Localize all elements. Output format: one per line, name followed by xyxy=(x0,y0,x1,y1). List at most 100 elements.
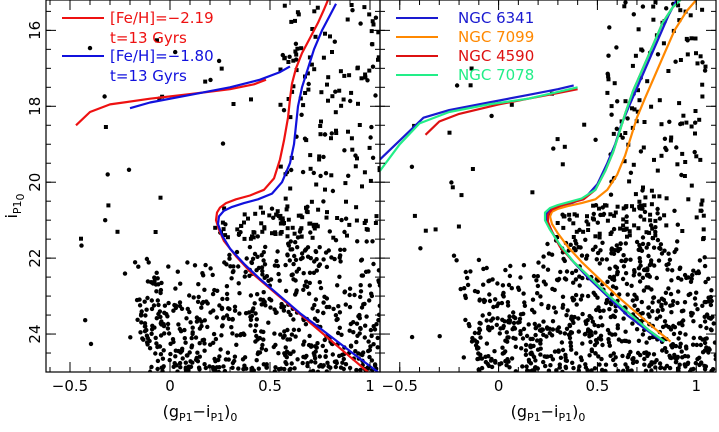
star-point xyxy=(343,362,349,367)
star-point xyxy=(349,3,354,7)
star-point xyxy=(581,229,586,234)
star-point xyxy=(481,266,486,272)
star-point xyxy=(146,260,151,265)
star-point xyxy=(246,216,250,221)
x-tick-label: 0.5 xyxy=(258,377,282,395)
star-point xyxy=(630,63,635,68)
star-point xyxy=(317,354,322,359)
star-point xyxy=(155,298,160,303)
star-point xyxy=(469,339,475,344)
star-point xyxy=(281,221,286,226)
star-point xyxy=(596,323,601,329)
star-point xyxy=(122,271,128,276)
star-point xyxy=(682,174,687,178)
star-point xyxy=(698,335,703,341)
star-point xyxy=(601,308,606,313)
star-point xyxy=(686,292,691,298)
star-point xyxy=(664,147,669,153)
star-point xyxy=(643,368,649,372)
star-point xyxy=(499,361,504,366)
star-point xyxy=(677,101,682,106)
star-point xyxy=(254,268,259,273)
star-point xyxy=(456,224,461,229)
star-point xyxy=(248,323,253,328)
star-point xyxy=(664,6,669,11)
star-point xyxy=(250,256,256,261)
star-point xyxy=(695,356,700,362)
star-point xyxy=(182,327,187,333)
star-point xyxy=(590,319,595,324)
star-point xyxy=(306,342,312,348)
star-point xyxy=(639,299,644,305)
star-point xyxy=(675,300,680,306)
star-point xyxy=(343,216,349,221)
star-point xyxy=(261,210,265,215)
star-point xyxy=(184,316,189,321)
star-point xyxy=(242,212,247,217)
star-point xyxy=(700,198,705,203)
star-point xyxy=(478,335,483,340)
star-point xyxy=(153,351,158,356)
star-point xyxy=(530,190,535,195)
star-point xyxy=(560,347,566,353)
star-point xyxy=(208,310,213,315)
star-point xyxy=(242,355,248,360)
star-point xyxy=(650,226,655,231)
star-point xyxy=(261,290,266,295)
star-point xyxy=(685,52,690,57)
star-point xyxy=(221,227,226,232)
star-point xyxy=(570,270,575,276)
star-point xyxy=(232,308,238,313)
star-point xyxy=(523,352,529,357)
star-point xyxy=(142,299,147,304)
star-point xyxy=(546,303,551,309)
star-point xyxy=(231,102,236,106)
star-point xyxy=(631,162,636,167)
star-point xyxy=(635,307,640,313)
star-point xyxy=(360,184,364,189)
star-point xyxy=(187,309,192,315)
star-point xyxy=(713,353,716,358)
star-point xyxy=(679,309,685,314)
star-point xyxy=(202,348,207,353)
star-point xyxy=(634,359,639,364)
star-point xyxy=(290,225,295,230)
star-point xyxy=(500,283,506,288)
star-point xyxy=(178,350,183,355)
series-line-1 xyxy=(216,3,379,372)
star-point xyxy=(299,226,304,231)
star-point xyxy=(307,55,312,60)
star-point xyxy=(518,275,523,280)
star-point xyxy=(216,357,221,363)
star-point xyxy=(147,346,153,351)
star-point xyxy=(664,262,669,268)
star-point xyxy=(487,311,492,317)
star-point xyxy=(376,278,380,283)
star-point xyxy=(593,244,598,249)
star-point xyxy=(349,90,354,95)
star-point xyxy=(217,365,222,370)
star-point xyxy=(694,154,699,159)
star-point xyxy=(490,277,495,282)
star-point xyxy=(486,279,491,284)
star-point xyxy=(632,303,637,308)
star-point xyxy=(548,354,554,359)
star-point xyxy=(524,364,529,369)
star-point xyxy=(669,278,674,283)
star-point xyxy=(87,45,93,51)
star-point xyxy=(564,313,569,318)
star-point xyxy=(694,270,699,276)
star-point xyxy=(309,199,314,204)
star-point xyxy=(247,244,253,250)
star-point xyxy=(249,97,253,102)
star-point xyxy=(513,336,518,341)
star-point xyxy=(150,323,155,328)
star-point xyxy=(305,245,311,250)
star-point xyxy=(214,315,219,320)
star-point xyxy=(188,320,193,325)
star-point xyxy=(640,275,646,280)
star-point xyxy=(264,362,269,367)
star-point xyxy=(659,153,664,158)
star-point xyxy=(478,321,483,326)
star-point xyxy=(663,290,669,295)
